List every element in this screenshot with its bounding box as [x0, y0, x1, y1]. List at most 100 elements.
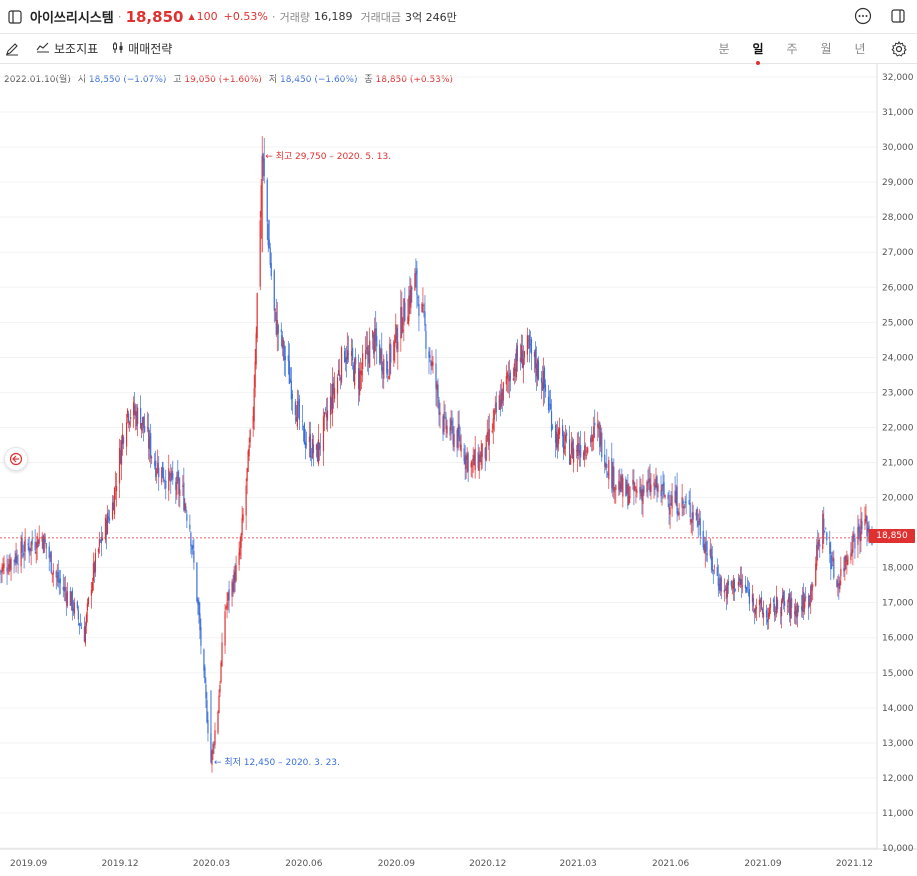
candle-body — [178, 478, 180, 494]
low-value: 18,450 (−1.60%) — [279, 75, 358, 85]
pencil-icon[interactable] — [2, 39, 22, 59]
candle-body — [50, 551, 52, 573]
strategy-button[interactable]: 매매전략 — [112, 40, 172, 57]
candle-body — [297, 402, 299, 404]
more-options-icon[interactable] — [853, 6, 873, 26]
candle-body — [515, 348, 517, 377]
stock-name[interactable]: 아이쓰리시스템 — [30, 11, 114, 26]
candle-body — [380, 349, 382, 360]
candle-body — [571, 442, 573, 454]
candle-body — [224, 611, 226, 646]
candle-body — [591, 434, 593, 442]
candle-body — [768, 607, 771, 617]
candle-body — [133, 402, 135, 416]
candle-body — [530, 339, 533, 355]
candle-body — [816, 544, 818, 567]
candle-body — [713, 566, 715, 568]
candle-body — [311, 438, 314, 458]
candle-body — [140, 408, 142, 429]
candle-body — [253, 388, 255, 422]
candle-body — [0, 570, 1, 572]
candle-body — [647, 481, 649, 484]
candle-body — [242, 514, 244, 521]
candle-body — [840, 568, 842, 577]
candle-body — [577, 443, 579, 456]
candle-body — [747, 592, 750, 594]
candle-body — [580, 445, 582, 458]
price-chart[interactable]: ← 최고 29,750 – 2020. 5. 13. ← 최저 12,450 –… — [0, 64, 917, 876]
candlestick-series — [0, 136, 873, 773]
candle-body — [688, 500, 690, 505]
candle-body — [640, 490, 642, 497]
candle-body — [87, 597, 90, 605]
candle-body — [154, 461, 156, 466]
candle-body — [44, 539, 46, 543]
candle-body — [648, 478, 650, 482]
candle-body — [818, 540, 820, 545]
candle-body — [653, 482, 655, 487]
candle-body — [256, 293, 258, 339]
candle-body — [177, 471, 179, 481]
sidebar-toggle-icon[interactable] — [4, 6, 26, 28]
candle-body — [748, 589, 751, 604]
candle-body — [196, 562, 198, 602]
candle-body — [231, 581, 233, 597]
candle-body — [495, 402, 497, 413]
candle-body — [372, 330, 374, 338]
period-tab-day[interactable]: 일 — [741, 40, 775, 65]
candle-body — [823, 518, 825, 535]
candle-body — [452, 426, 454, 445]
candle-body — [498, 395, 500, 410]
candle-body — [86, 603, 89, 611]
indicators-button[interactable]: 보조지표 — [36, 40, 98, 57]
candle-body — [692, 512, 694, 520]
candle-body — [151, 456, 153, 458]
candle-body — [584, 445, 586, 456]
candle-body — [121, 434, 124, 445]
candle-body — [106, 513, 109, 534]
candle-body — [655, 477, 657, 487]
period-tab-minute[interactable]: 분 — [718, 42, 730, 56]
candle-body — [119, 449, 122, 464]
period-tab-year[interactable]: 년 — [854, 42, 866, 56]
candle-body — [583, 452, 585, 460]
candle-body — [642, 489, 644, 505]
candle-body — [740, 579, 743, 586]
scroll-back-button[interactable] — [4, 447, 28, 471]
candle-body — [551, 426, 554, 429]
candle-body — [213, 745, 215, 746]
candle-body — [79, 624, 81, 626]
candle-body — [301, 420, 303, 422]
candle-body — [353, 365, 355, 382]
y-tick-label: 31,000 — [882, 108, 914, 118]
period-tab-week[interactable]: 주 — [786, 42, 798, 56]
candle-body — [275, 311, 277, 335]
volume-value: 16,189 — [313, 10, 353, 23]
change-up-icon: ▲ — [188, 12, 195, 21]
candle-body — [755, 607, 758, 609]
open-label: 시 — [77, 75, 86, 85]
candle-body — [414, 273, 416, 291]
candle-body — [204, 667, 206, 683]
panel-toggle-icon[interactable] — [888, 6, 908, 26]
candle-body — [112, 502, 115, 511]
candle-body — [409, 290, 411, 306]
candle-body — [438, 399, 440, 415]
candle-body — [169, 473, 171, 476]
candle-body — [358, 368, 360, 390]
candle-body — [650, 484, 652, 492]
candle-body — [599, 422, 601, 448]
candle-body — [73, 602, 75, 614]
candle-body — [283, 345, 285, 360]
settings-gear-icon[interactable] — [888, 38, 910, 60]
candle-body — [240, 534, 242, 548]
candle-body — [709, 549, 711, 556]
candle-body — [514, 368, 516, 372]
current-price-tag: 18,850 — [869, 529, 915, 543]
candle-body — [824, 531, 826, 533]
candle-body — [71, 590, 73, 611]
candle-body — [762, 612, 765, 618]
candle-body — [678, 512, 680, 515]
candle-body — [754, 608, 757, 615]
period-tab-month[interactable]: 월 — [820, 42, 832, 56]
